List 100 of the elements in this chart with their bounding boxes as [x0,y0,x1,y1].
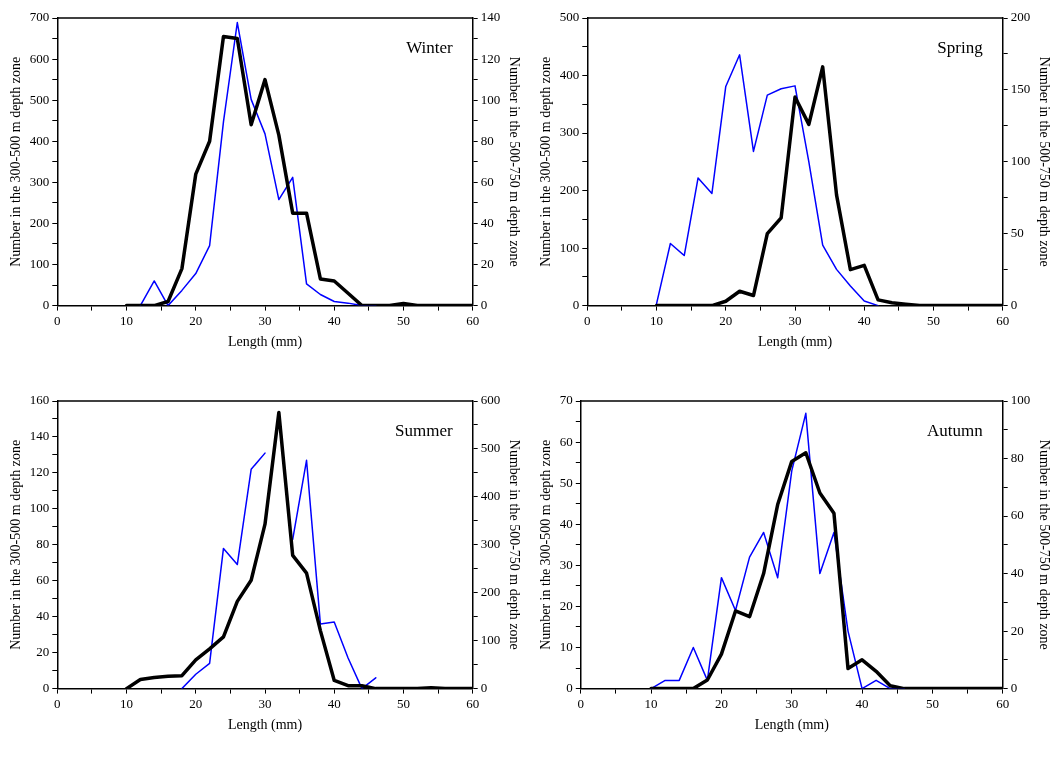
y2-tick-label: 60 [480,173,494,189]
text: Autumn [926,420,984,440]
y-tick-label: 700 [29,9,50,25]
text: Spring [937,37,984,57]
x-tick-label: 30 [258,695,272,711]
y2-tick-label: 20 [480,255,494,271]
y-tick-label: 20 [559,597,573,613]
y-axis-title: Number in the 300-500 m depth zone [538,439,554,650]
x-axis-title: Length (mm) [754,717,830,734]
y-tick-label: 400 [559,66,580,82]
x-axis-title: Length (mm) [227,717,303,734]
x-tick-label: 20 [189,695,203,711]
y2-axis-title: Number in the 500-750 m depth zone [1036,439,1052,650]
y-axis-title: Number in the 300-500 m depth zone [538,56,554,267]
y-tick-label: 100 [559,239,580,255]
y-tick-label: 0 [572,297,580,313]
x-axis-title: Length (mm) [227,334,303,351]
y2-axis-title: Number in the 500-750 m depth zone [506,56,522,267]
y2-tick-label: 80 [1010,449,1024,465]
x-tick-label: 10 [650,312,664,328]
text: Summer [395,420,454,440]
y-tick-label: 60 [559,433,573,449]
x-tick-label: 20 [719,312,733,328]
x-tick-label: 60 [466,312,480,328]
y-tick-label: 40 [36,608,50,624]
y-tick-label: 0 [42,680,50,696]
x-tick-label: 10 [120,695,134,711]
y2-tick-label: 20 [1010,622,1024,638]
text: Winter [406,37,454,57]
y2-tick-label: 0 [480,680,488,696]
x-tick-label: 60 [996,312,1010,328]
y-tick-label: 0 [42,297,50,313]
x-tick-label: 0 [584,312,591,328]
y2-tick-label: 100 [480,91,501,107]
x-tick-label: 60 [466,695,480,711]
x-tick-label: 30 [785,695,799,711]
y2-tick-label: 0 [480,297,488,313]
y2-tick-label: 80 [480,132,494,148]
y2-tick-label: 150 [1010,81,1031,97]
y-tick-label: 100 [29,255,50,271]
y-tick-label: 200 [559,181,580,197]
y-tick-label: 140 [29,428,50,444]
y-tick-label: 160 [29,392,50,408]
y-tick-label: 70 [559,392,573,408]
y-tick-label: 300 [29,173,50,189]
y2-axis-title: Number in the 500-750 m depth zone [506,439,522,650]
x-tick-label: 50 [396,312,410,328]
y2-tick-label: 120 [480,50,501,66]
y2-tick-label: 500 [480,440,501,456]
x-tick-label: 40 [327,695,341,711]
x-tick-label: 40 [855,695,869,711]
x-tick-label: 0 [54,312,61,328]
x-tick-label: 60 [996,695,1010,711]
y-axis-title: Number in the 300-500 m depth zone [8,439,24,650]
x-tick-label: 10 [644,695,658,711]
y2-axis-title: Number in the 500-750 m depth zone [1036,56,1052,267]
y-tick-label: 50 [559,474,573,490]
x-tick-label: 20 [189,312,203,328]
x-tick-label: 30 [788,312,802,328]
y-tick-label: 0 [566,680,573,696]
y-tick-label: 500 [29,91,50,107]
y-tick-label: 500 [559,9,580,25]
y2-tick-label: 40 [1010,564,1024,580]
y2-tick-label: 60 [1010,507,1024,523]
y-tick-label: 400 [29,132,50,148]
y2-tick-label: 300 [480,536,501,552]
y-tick-label: 10 [559,638,573,654]
y-tick-label: 100 [29,500,50,516]
y-axis-title: Number in the 300-500 m depth zone [8,56,24,267]
y2-tick-label: 200 [480,584,501,600]
y-tick-label: 40 [559,515,573,531]
y2-tick-label: 0 [1010,680,1018,696]
y2-tick-label: 100 [1010,153,1031,169]
y2-tick-label: 50 [1010,225,1024,241]
x-tick-label: 30 [258,312,272,328]
x-tick-label: 40 [857,312,871,328]
x-tick-label: 20 [714,695,728,711]
y-tick-label: 300 [559,124,580,140]
x-tick-label: 50 [926,312,940,328]
y-tick-label: 120 [29,464,50,480]
y2-tick-label: 100 [480,632,501,648]
x-axis-title: Length (mm) [757,334,833,351]
x-tick-label: 10 [120,312,134,328]
y2-tick-label: 100 [1010,392,1031,408]
y-tick-label: 80 [36,536,50,552]
x-tick-label: 0 [54,695,61,711]
y-tick-label: 600 [29,50,50,66]
y-tick-label: 20 [36,644,50,660]
y2-tick-label: 600 [480,392,501,408]
y-tick-label: 60 [36,572,50,588]
y-tick-label: 200 [29,214,50,230]
y2-tick-label: 140 [480,9,501,25]
y2-tick-label: 0 [1010,297,1018,313]
y-tick-label: 30 [559,556,573,572]
y2-tick-label: 200 [1010,9,1031,25]
x-tick-label: 50 [925,695,939,711]
y2-tick-label: 400 [480,488,501,504]
y2-tick-label: 40 [480,214,494,230]
x-tick-label: 40 [327,312,341,328]
x-tick-label: 50 [396,695,410,711]
